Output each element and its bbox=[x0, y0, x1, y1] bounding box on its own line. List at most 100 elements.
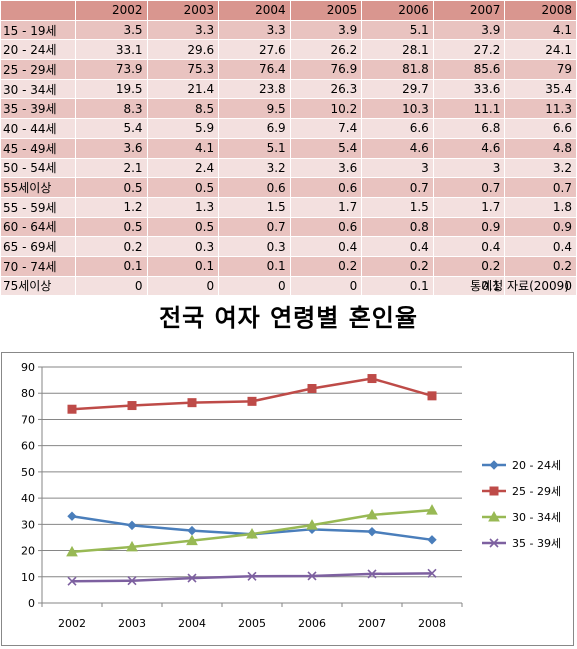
table-cell: 3.3 bbox=[218, 19, 291, 41]
chart-title: 전국 여자 연령별 혼인율 bbox=[159, 304, 418, 332]
table-cell: 6.6 bbox=[504, 118, 577, 139]
data-point bbox=[127, 520, 137, 531]
table-row: 20 - 24세 33.1 29.6 27.6 26.2 28.1 27.2 24.1 bbox=[0, 39, 577, 61]
table-cell: 0.3 bbox=[218, 236, 291, 257]
data-point bbox=[367, 569, 377, 579]
table-cell: 3 bbox=[361, 157, 434, 179]
data-point bbox=[66, 545, 78, 557]
table-cell: 4.6 bbox=[361, 137, 434, 159]
table-cell: 3.5 bbox=[75, 19, 148, 41]
data-point bbox=[427, 568, 437, 578]
table-cell: 8.3 bbox=[75, 98, 148, 120]
data-point bbox=[366, 508, 378, 520]
age-group-label: 70 - 74세 bbox=[0, 255, 76, 277]
age-group-label: 65 - 69세 bbox=[0, 236, 76, 257]
data-point bbox=[489, 460, 499, 470]
table-cell: 3.3 bbox=[146, 19, 220, 41]
legend-label: 25 - 29세 bbox=[512, 485, 561, 498]
series-triangle bbox=[66, 504, 438, 557]
table-cell: 73.9 bbox=[75, 59, 148, 80]
table-cell: 0.2 bbox=[289, 255, 363, 277]
data-point bbox=[426, 504, 438, 515]
table-cell: 0.9 bbox=[432, 216, 506, 238]
header-cell: 2003 bbox=[146, 0, 220, 21]
table-cell: 9.5 bbox=[218, 98, 291, 120]
data-point bbox=[67, 404, 77, 414]
y-tick-label: 70 bbox=[21, 413, 35, 426]
legend-entry: 35 - 39세 bbox=[482, 537, 561, 550]
table-cell: 85.6 bbox=[432, 59, 506, 80]
table-cell: 0.5 bbox=[75, 177, 148, 198]
table-cell: 6.8 bbox=[432, 118, 506, 139]
table-cell: 0 bbox=[289, 275, 363, 297]
table-cell: 35.4 bbox=[504, 78, 577, 100]
table-row: 45 - 49세 3.6 4.1 5.1 5.4 4.6 4.6 4.8 bbox=[0, 137, 577, 159]
legend-label: 20 - 24세 bbox=[512, 459, 561, 472]
age-group-label: 15 - 19세 bbox=[0, 19, 76, 41]
table-cell: 1.8 bbox=[504, 196, 577, 218]
data-point bbox=[247, 571, 257, 581]
data-point bbox=[367, 374, 377, 384]
data-point bbox=[67, 576, 77, 586]
table-cell: 33.1 bbox=[75, 39, 148, 61]
table-cell: 4.1 bbox=[146, 137, 220, 159]
data-point bbox=[246, 528, 258, 539]
table-cell: 0.6 bbox=[289, 177, 363, 198]
data-point bbox=[488, 510, 500, 522]
marriage-rate-table: 2002 2003 2004 2005 2006 2007 2008 15 - … bbox=[0, 0, 577, 297]
age-group-label: 55 - 59세 bbox=[0, 196, 76, 218]
table-cell: 0.4 bbox=[504, 236, 577, 257]
line-chart-frame: 0 10 20 30 40 50 60 70 80 90 2002 2003 2004 2005 2006 2… bbox=[1, 352, 574, 646]
age-group-label: 55세이상 bbox=[0, 177, 76, 198]
line-chart: 0 10 20 30 40 50 60 70 80 90 2002 2003 2004 2005 2006 2… bbox=[21, 361, 561, 630]
table-cell: 4.6 bbox=[432, 137, 506, 159]
data-point bbox=[247, 396, 257, 406]
age-group-label: 25 - 29세 bbox=[0, 59, 76, 80]
table-row: 50 - 54세 2.1 2.4 3.2 3.6 3 3 3.2 bbox=[0, 157, 577, 179]
table-cell: 1.7 bbox=[289, 196, 363, 218]
table-row: 15 - 19세 3.5 3.3 3.3 3.9 5.1 3.9 4.1 bbox=[0, 19, 577, 41]
table-cell: 0.2 bbox=[504, 255, 577, 277]
table-cell: 0.1 bbox=[361, 275, 434, 297]
x-tick-label: 2006 bbox=[298, 617, 326, 630]
age-group-label: 75세이상 bbox=[0, 275, 76, 297]
y-tick-label: 60 bbox=[21, 440, 35, 453]
table-cell: 3.6 bbox=[75, 137, 148, 159]
table-body: 15 - 19세 3.5 3.3 3.3 3.9 5.1 3.9 4.1 20 - 24세 33.… bbox=[0, 19, 577, 297]
table-cell: 0.2 bbox=[432, 255, 506, 277]
legend-entry: 30 - 34세 bbox=[482, 510, 561, 524]
data-point bbox=[307, 571, 317, 581]
table-cell: 81.8 bbox=[361, 59, 434, 80]
data-point bbox=[427, 535, 437, 545]
table-cell: 3.2 bbox=[218, 157, 291, 179]
table-cell: 4.1 bbox=[504, 19, 577, 41]
header-cell: 2005 bbox=[289, 0, 363, 21]
table-cell: 33.6 bbox=[432, 78, 506, 100]
header-cell: 2007 bbox=[432, 0, 506, 21]
table-cell: 0.4 bbox=[289, 236, 363, 257]
x-tick-label: 2002 bbox=[58, 617, 86, 630]
table-cell: 5.1 bbox=[218, 137, 291, 159]
table-row: 40 - 44세 5.4 5.9 6.9 7.4 6.6 6.8 6.6 bbox=[0, 118, 577, 139]
table-row: 65 - 69세 0.2 0.3 0.3 0.4 0.4 0.4 0.4 bbox=[0, 236, 577, 257]
table-cell: 0.1 bbox=[146, 255, 220, 277]
table-cell: 26.2 bbox=[289, 39, 363, 61]
table-cell: 6.9 bbox=[218, 118, 291, 139]
table-cell: 0.8 bbox=[361, 216, 434, 238]
table-cell: 6.6 bbox=[361, 118, 434, 139]
table-cell: 5.4 bbox=[289, 137, 363, 159]
table-cell: 26.3 bbox=[289, 78, 363, 100]
header-cell: 2008 bbox=[504, 0, 577, 21]
table-cell: 0.1 bbox=[432, 275, 506, 297]
y-tick-label: 80 bbox=[21, 387, 35, 400]
table-cell: 27.2 bbox=[432, 39, 506, 61]
table-cell: 0.5 bbox=[75, 216, 148, 238]
table-cell: 24.1 bbox=[504, 39, 577, 61]
table-cell: 1.7 bbox=[432, 196, 506, 218]
table-cell: 76.4 bbox=[218, 59, 291, 80]
legend-label: 35 - 39세 bbox=[512, 537, 561, 550]
header-cell: 2002 bbox=[75, 0, 148, 21]
table-cell: 0.7 bbox=[504, 177, 577, 198]
table-cell: 29.7 bbox=[361, 78, 434, 100]
table-cell: 4.8 bbox=[504, 137, 577, 159]
